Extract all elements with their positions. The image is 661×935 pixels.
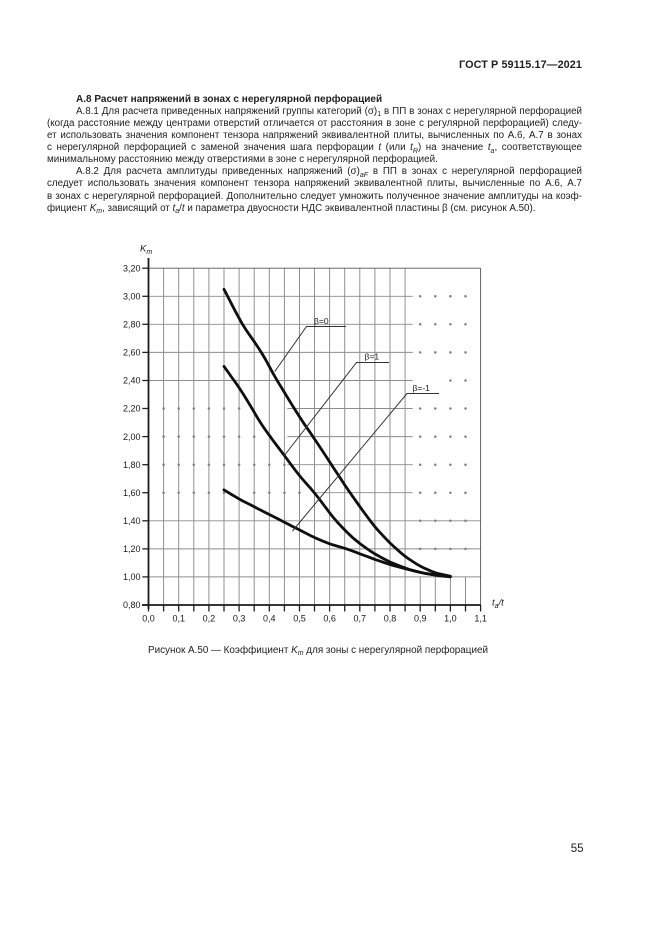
svg-text:2,60: 2,60: [123, 348, 141, 358]
svg-text:ta/t: ta/t: [492, 598, 504, 611]
svg-text:1,0: 1,0: [444, 613, 457, 623]
svg-text:1,40: 1,40: [123, 516, 141, 526]
svg-text:β=1: β=1: [365, 352, 380, 362]
svg-text:1,1: 1,1: [474, 613, 487, 623]
svg-text:1,00: 1,00: [123, 572, 141, 582]
svg-text:0,6: 0,6: [323, 613, 336, 623]
svg-text:1,20: 1,20: [123, 544, 141, 554]
svg-text:1,80: 1,80: [123, 460, 141, 470]
svg-text:3,20: 3,20: [123, 263, 141, 273]
svg-text:β=-1: β=-1: [413, 383, 431, 393]
svg-text:2,20: 2,20: [123, 404, 141, 414]
svg-text:0,1: 0,1: [172, 613, 185, 623]
svg-text:0,8: 0,8: [384, 613, 397, 623]
svg-text:3,00: 3,00: [123, 292, 141, 302]
svg-text:2,40: 2,40: [123, 376, 141, 386]
svg-text:0,0: 0,0: [142, 613, 155, 623]
svg-text:0,9: 0,9: [414, 613, 427, 623]
svg-text:1,60: 1,60: [123, 488, 141, 498]
svg-text:0,7: 0,7: [354, 613, 367, 623]
svg-text:0,2: 0,2: [203, 613, 216, 623]
svg-text:0,3: 0,3: [233, 613, 246, 623]
svg-text:0,80: 0,80: [123, 600, 141, 610]
svg-text:0,5: 0,5: [293, 613, 306, 623]
svg-text:Km: Km: [140, 244, 152, 257]
svg-text:0,4: 0,4: [263, 613, 276, 623]
svg-text:2,00: 2,00: [123, 432, 141, 442]
svg-text:2,80: 2,80: [123, 320, 141, 330]
svg-text:β=0: β=0: [314, 316, 329, 326]
